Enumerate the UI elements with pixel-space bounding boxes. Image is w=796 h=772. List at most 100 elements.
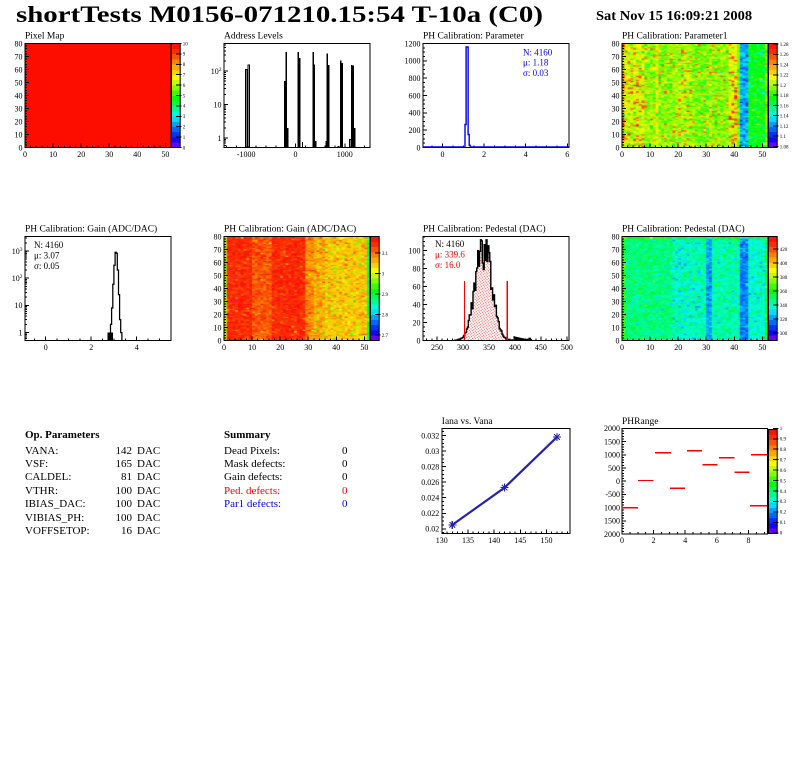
svg-text:PH Calibration: Gain (ADC/DAC): PH Calibration: Gain (ADC/DAC) bbox=[25, 224, 157, 235]
svg-text:1.26: 1.26 bbox=[780, 53, 789, 58]
svg-text:20: 20 bbox=[674, 150, 682, 159]
svg-text:100: 100 bbox=[409, 246, 421, 255]
svg-text:400: 400 bbox=[509, 343, 521, 352]
svg-text:1500: 1500 bbox=[604, 517, 620, 526]
svg-text:340: 340 bbox=[780, 304, 788, 309]
svg-text:50: 50 bbox=[612, 78, 620, 87]
svg-text:70: 70 bbox=[612, 245, 620, 254]
svg-text:20: 20 bbox=[276, 343, 284, 352]
svg-text:250: 250 bbox=[431, 343, 443, 352]
svg-text:0.6: 0.6 bbox=[780, 469, 787, 474]
svg-text:0: 0 bbox=[417, 336, 421, 345]
svg-text:70: 70 bbox=[15, 52, 23, 61]
svg-text:Iana vs. Vana: Iana vs. Vana bbox=[442, 417, 494, 427]
svg-text:102: 102 bbox=[12, 274, 23, 283]
svg-text:50: 50 bbox=[758, 343, 766, 352]
svg-text:3.1: 3.1 bbox=[382, 252, 389, 257]
svg-text:N: 4160: N: 4160 bbox=[435, 239, 465, 249]
svg-text:4: 4 bbox=[183, 105, 186, 110]
svg-text:40: 40 bbox=[15, 91, 23, 100]
svg-text:1.18: 1.18 bbox=[780, 94, 789, 99]
svg-text:0: 0 bbox=[616, 336, 620, 345]
svg-text:60: 60 bbox=[612, 258, 620, 267]
svg-text:30: 30 bbox=[612, 297, 620, 306]
svg-text:150: 150 bbox=[541, 536, 553, 545]
svg-text:0.8: 0.8 bbox=[780, 448, 787, 453]
svg-text:60: 60 bbox=[15, 65, 23, 74]
svg-text:1.14: 1.14 bbox=[780, 115, 789, 120]
svg-text:PH Calibration: Pedestal (DAC): PH Calibration: Pedestal (DAC) bbox=[622, 224, 745, 235]
svg-text:80: 80 bbox=[413, 264, 421, 273]
svg-text:4: 4 bbox=[135, 343, 139, 352]
svg-text:1.2: 1.2 bbox=[780, 84, 787, 89]
svg-text:1500: 1500 bbox=[604, 437, 620, 446]
svg-text:0.9: 0.9 bbox=[780, 438, 787, 443]
svg-text:1.22: 1.22 bbox=[780, 74, 789, 79]
svg-text:μ: 339.6: μ: 339.6 bbox=[435, 249, 465, 259]
svg-text:2000: 2000 bbox=[604, 424, 620, 433]
svg-text:80: 80 bbox=[15, 39, 23, 48]
svg-text:10: 10 bbox=[646, 150, 654, 159]
svg-text:10: 10 bbox=[612, 130, 620, 139]
svg-text:PHRange: PHRange bbox=[622, 417, 658, 427]
svg-text:360: 360 bbox=[780, 290, 788, 295]
svg-text:8: 8 bbox=[183, 63, 186, 68]
svg-text:350: 350 bbox=[483, 343, 495, 352]
svg-text:0: 0 bbox=[616, 477, 620, 486]
svg-text:2: 2 bbox=[482, 150, 486, 159]
svg-text:20: 20 bbox=[77, 150, 85, 159]
svg-text:4: 4 bbox=[683, 536, 687, 545]
svg-text:1000: 1000 bbox=[604, 451, 620, 460]
svg-text:0.028: 0.028 bbox=[421, 462, 439, 471]
svg-text:N: 4160: N: 4160 bbox=[523, 47, 553, 57]
svg-text:1000: 1000 bbox=[604, 503, 620, 512]
svg-text:300: 300 bbox=[780, 332, 788, 337]
svg-text:50: 50 bbox=[214, 271, 222, 280]
svg-text:30: 30 bbox=[702, 150, 710, 159]
svg-text:0.5: 0.5 bbox=[780, 479, 787, 484]
svg-text:7: 7 bbox=[183, 74, 186, 79]
svg-text:450: 450 bbox=[535, 343, 547, 352]
svg-text:1.1: 1.1 bbox=[780, 135, 787, 140]
svg-text:10: 10 bbox=[646, 343, 654, 352]
svg-text:0: 0 bbox=[183, 146, 186, 151]
svg-text:400: 400 bbox=[780, 262, 788, 267]
svg-text:80: 80 bbox=[214, 232, 222, 241]
svg-text:30: 30 bbox=[304, 343, 312, 352]
svg-text:1000: 1000 bbox=[337, 150, 353, 159]
svg-text:0.7: 0.7 bbox=[780, 459, 787, 464]
svg-text:2.7: 2.7 bbox=[382, 334, 389, 339]
svg-text:0.02: 0.02 bbox=[425, 525, 439, 534]
svg-text:20: 20 bbox=[674, 343, 682, 352]
svg-text:PH Calibration: Pedestal (DAC): PH Calibration: Pedestal (DAC) bbox=[423, 224, 546, 235]
svg-text:380: 380 bbox=[780, 276, 788, 281]
svg-text:40: 40 bbox=[730, 150, 738, 159]
svg-text:PH Calibration: Parameter1: PH Calibration: Parameter1 bbox=[622, 32, 728, 42]
svg-text:2000: 2000 bbox=[604, 530, 620, 539]
svg-text:40: 40 bbox=[612, 91, 620, 100]
svg-text:10: 10 bbox=[612, 323, 620, 332]
svg-text:200: 200 bbox=[409, 126, 421, 135]
svg-text:300: 300 bbox=[457, 343, 469, 352]
svg-text:10: 10 bbox=[15, 301, 23, 310]
svg-text:0: 0 bbox=[616, 143, 620, 152]
svg-text:Address Levels: Address Levels bbox=[224, 32, 283, 42]
svg-text:0.032: 0.032 bbox=[421, 431, 439, 440]
svg-text:140: 140 bbox=[488, 536, 500, 545]
svg-text:0: 0 bbox=[23, 150, 27, 159]
svg-text:1.28: 1.28 bbox=[780, 43, 789, 48]
svg-text:420: 420 bbox=[780, 248, 788, 253]
svg-text:102: 102 bbox=[211, 67, 222, 76]
svg-text:0: 0 bbox=[620, 536, 624, 545]
svg-text:-500: -500 bbox=[605, 490, 620, 499]
svg-text:20: 20 bbox=[15, 117, 23, 126]
svg-text:130: 130 bbox=[436, 536, 448, 545]
svg-text:400: 400 bbox=[409, 109, 421, 118]
svg-text:0.3: 0.3 bbox=[780, 500, 787, 505]
svg-text:0.03: 0.03 bbox=[425, 447, 439, 456]
svg-text:σ: 0.05: σ: 0.05 bbox=[34, 261, 60, 271]
svg-text:70: 70 bbox=[214, 245, 222, 254]
svg-text:0: 0 bbox=[19, 143, 23, 152]
svg-text:9: 9 bbox=[183, 53, 186, 58]
svg-text:10: 10 bbox=[214, 323, 222, 332]
